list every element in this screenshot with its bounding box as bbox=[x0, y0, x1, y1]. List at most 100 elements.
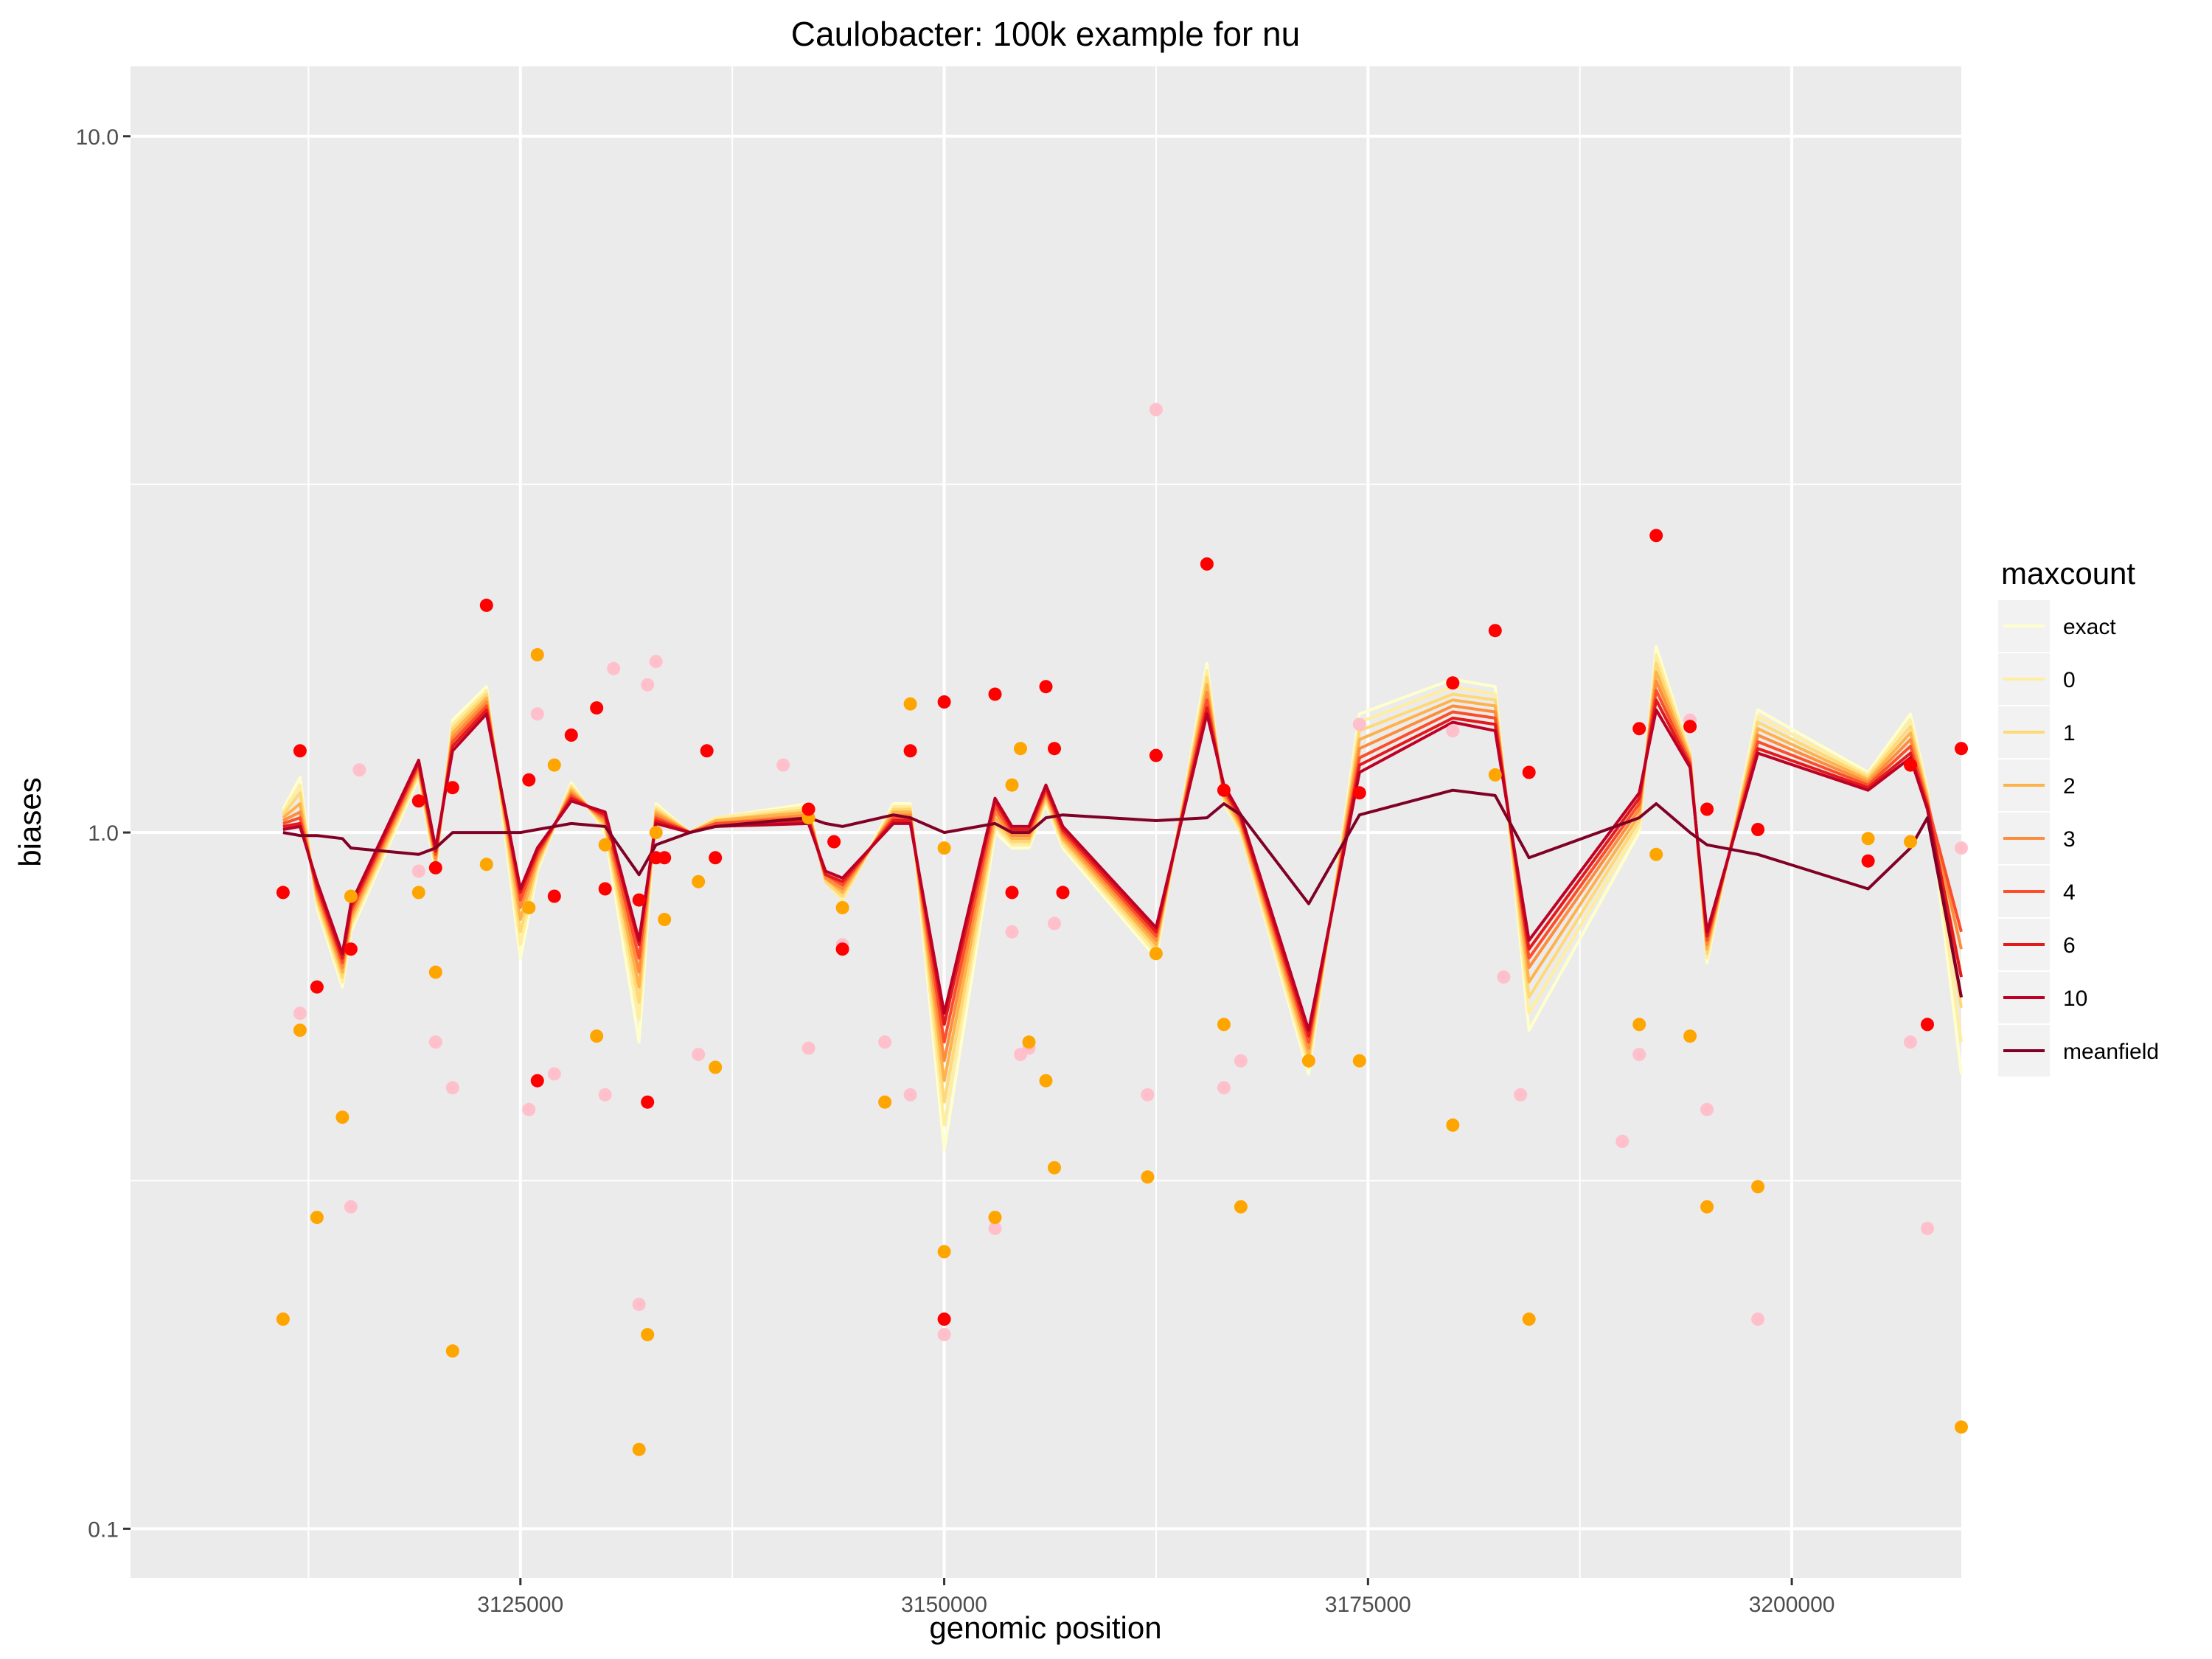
series-line-meanfield bbox=[282, 788, 1963, 998]
y-axis: 0.1 1.0 10.0 bbox=[76, 125, 131, 1542]
data-point-red bbox=[1149, 748, 1163, 762]
data-point-orange bbox=[1522, 1312, 1536, 1326]
data-point-orange bbox=[1234, 1200, 1248, 1214]
series-line-10 bbox=[282, 708, 1963, 1032]
data-point-pink bbox=[632, 1298, 646, 1312]
data-point-red bbox=[1217, 783, 1231, 797]
data-point-orange bbox=[344, 889, 358, 903]
data-point-orange bbox=[598, 838, 612, 852]
data-point-orange bbox=[1039, 1074, 1053, 1088]
data-point-orange bbox=[1352, 1054, 1366, 1068]
data-point-red bbox=[1488, 624, 1502, 638]
data-point-orange bbox=[1217, 1018, 1231, 1032]
data-point-pink bbox=[988, 1222, 1002, 1235]
data-point-pink bbox=[293, 1006, 307, 1020]
data-point-pink bbox=[607, 661, 621, 675]
y-axis-title: biases bbox=[13, 777, 47, 866]
data-point-pink bbox=[1497, 970, 1511, 984]
legend-title: maxcount bbox=[2001, 556, 2135, 591]
data-point-pink bbox=[445, 1081, 459, 1095]
data-point-pink bbox=[530, 707, 544, 721]
y-tick-label: 1.0 bbox=[88, 821, 119, 846]
data-point-red bbox=[1352, 786, 1366, 800]
data-point-red bbox=[658, 851, 672, 865]
data-point-red bbox=[564, 728, 578, 742]
data-point-red bbox=[479, 598, 493, 612]
data-point-orange bbox=[1751, 1180, 1765, 1194]
data-point-pink bbox=[411, 864, 425, 878]
data-point-red bbox=[411, 794, 425, 808]
data-point-pink bbox=[1149, 403, 1163, 417]
data-point-pink bbox=[1615, 1135, 1630, 1148]
data-point-orange bbox=[428, 965, 442, 979]
x-tick-label: 3200000 bbox=[1749, 1593, 1835, 1617]
data-point-pink bbox=[1048, 917, 1061, 931]
data-point-orange bbox=[310, 1211, 324, 1225]
data-point-red bbox=[1921, 1018, 1934, 1032]
data-point-orange bbox=[1446, 1118, 1460, 1132]
legend-label: 3 bbox=[2063, 827, 2076, 852]
scatter-points bbox=[276, 403, 1968, 1456]
data-point-pink bbox=[1904, 1035, 1917, 1049]
y-tick-label: 0.1 bbox=[88, 1517, 119, 1542]
data-point-red bbox=[1683, 720, 1697, 734]
grid bbox=[131, 66, 1961, 1578]
data-point-orange bbox=[835, 901, 849, 914]
data-point-red bbox=[445, 781, 459, 795]
data-point-orange bbox=[1005, 778, 1019, 792]
data-point-red bbox=[547, 889, 561, 903]
data-point-red bbox=[1861, 854, 1875, 868]
legend-label: 10 bbox=[2063, 987, 2087, 1011]
data-point-orange bbox=[878, 1095, 892, 1109]
data-point-red bbox=[1955, 742, 1968, 756]
data-point-orange bbox=[479, 858, 493, 872]
data-point-orange bbox=[547, 758, 561, 772]
data-point-red bbox=[344, 942, 358, 956]
data-point-red bbox=[641, 1095, 655, 1109]
data-point-pink bbox=[1632, 1048, 1646, 1062]
data-point-orange bbox=[1488, 768, 1502, 782]
legend-label: 0 bbox=[2063, 668, 2076, 692]
data-point-red bbox=[1649, 529, 1663, 543]
data-point-pink bbox=[878, 1035, 892, 1049]
data-point-red bbox=[1632, 722, 1646, 736]
x-axis: 3125000 3150000 3175000 3200000 bbox=[477, 1578, 1834, 1617]
data-point-pink bbox=[801, 1041, 815, 1055]
data-point-orange bbox=[335, 1110, 349, 1124]
data-point-red bbox=[1904, 758, 1917, 772]
series-lines bbox=[282, 644, 1963, 1152]
data-point-orange bbox=[988, 1211, 1002, 1225]
data-point-orange bbox=[709, 1060, 723, 1074]
data-point-pink bbox=[1955, 841, 1968, 855]
x-tick-label: 3175000 bbox=[1325, 1593, 1411, 1617]
data-point-red bbox=[590, 701, 604, 715]
chart-title: Caulobacter: 100k example for nu bbox=[791, 15, 1300, 53]
data-point-pink bbox=[1217, 1081, 1231, 1095]
data-point-pink bbox=[649, 655, 663, 669]
data-point-red bbox=[598, 882, 612, 896]
data-point-red bbox=[522, 773, 536, 787]
data-point-red bbox=[937, 695, 951, 709]
data-point-pink bbox=[344, 1200, 358, 1214]
data-point-orange bbox=[1141, 1170, 1155, 1184]
data-point-orange bbox=[1632, 1018, 1646, 1032]
data-point-orange bbox=[293, 1023, 307, 1037]
data-point-red bbox=[1751, 823, 1765, 836]
data-point-red bbox=[937, 1312, 951, 1326]
data-point-pink bbox=[1514, 1088, 1528, 1102]
data-point-red bbox=[1200, 557, 1214, 571]
y-tick-label: 10.0 bbox=[76, 125, 119, 150]
data-point-pink bbox=[522, 1102, 536, 1116]
data-point-orange bbox=[1861, 832, 1875, 846]
data-point-orange bbox=[590, 1029, 604, 1043]
data-point-orange bbox=[937, 841, 951, 855]
legend-label: exact bbox=[2063, 615, 2116, 639]
data-point-orange bbox=[658, 913, 672, 926]
data-point-orange bbox=[411, 886, 425, 900]
data-point-pink bbox=[1141, 1088, 1155, 1102]
legend-label: meanfield bbox=[2063, 1040, 2159, 1064]
data-point-pink bbox=[1446, 724, 1460, 738]
legend: maxcount exact 0 1 2 3 4 6 10 meanfield bbox=[1998, 556, 2159, 1077]
x-axis-title: genomic position bbox=[929, 1610, 1161, 1645]
